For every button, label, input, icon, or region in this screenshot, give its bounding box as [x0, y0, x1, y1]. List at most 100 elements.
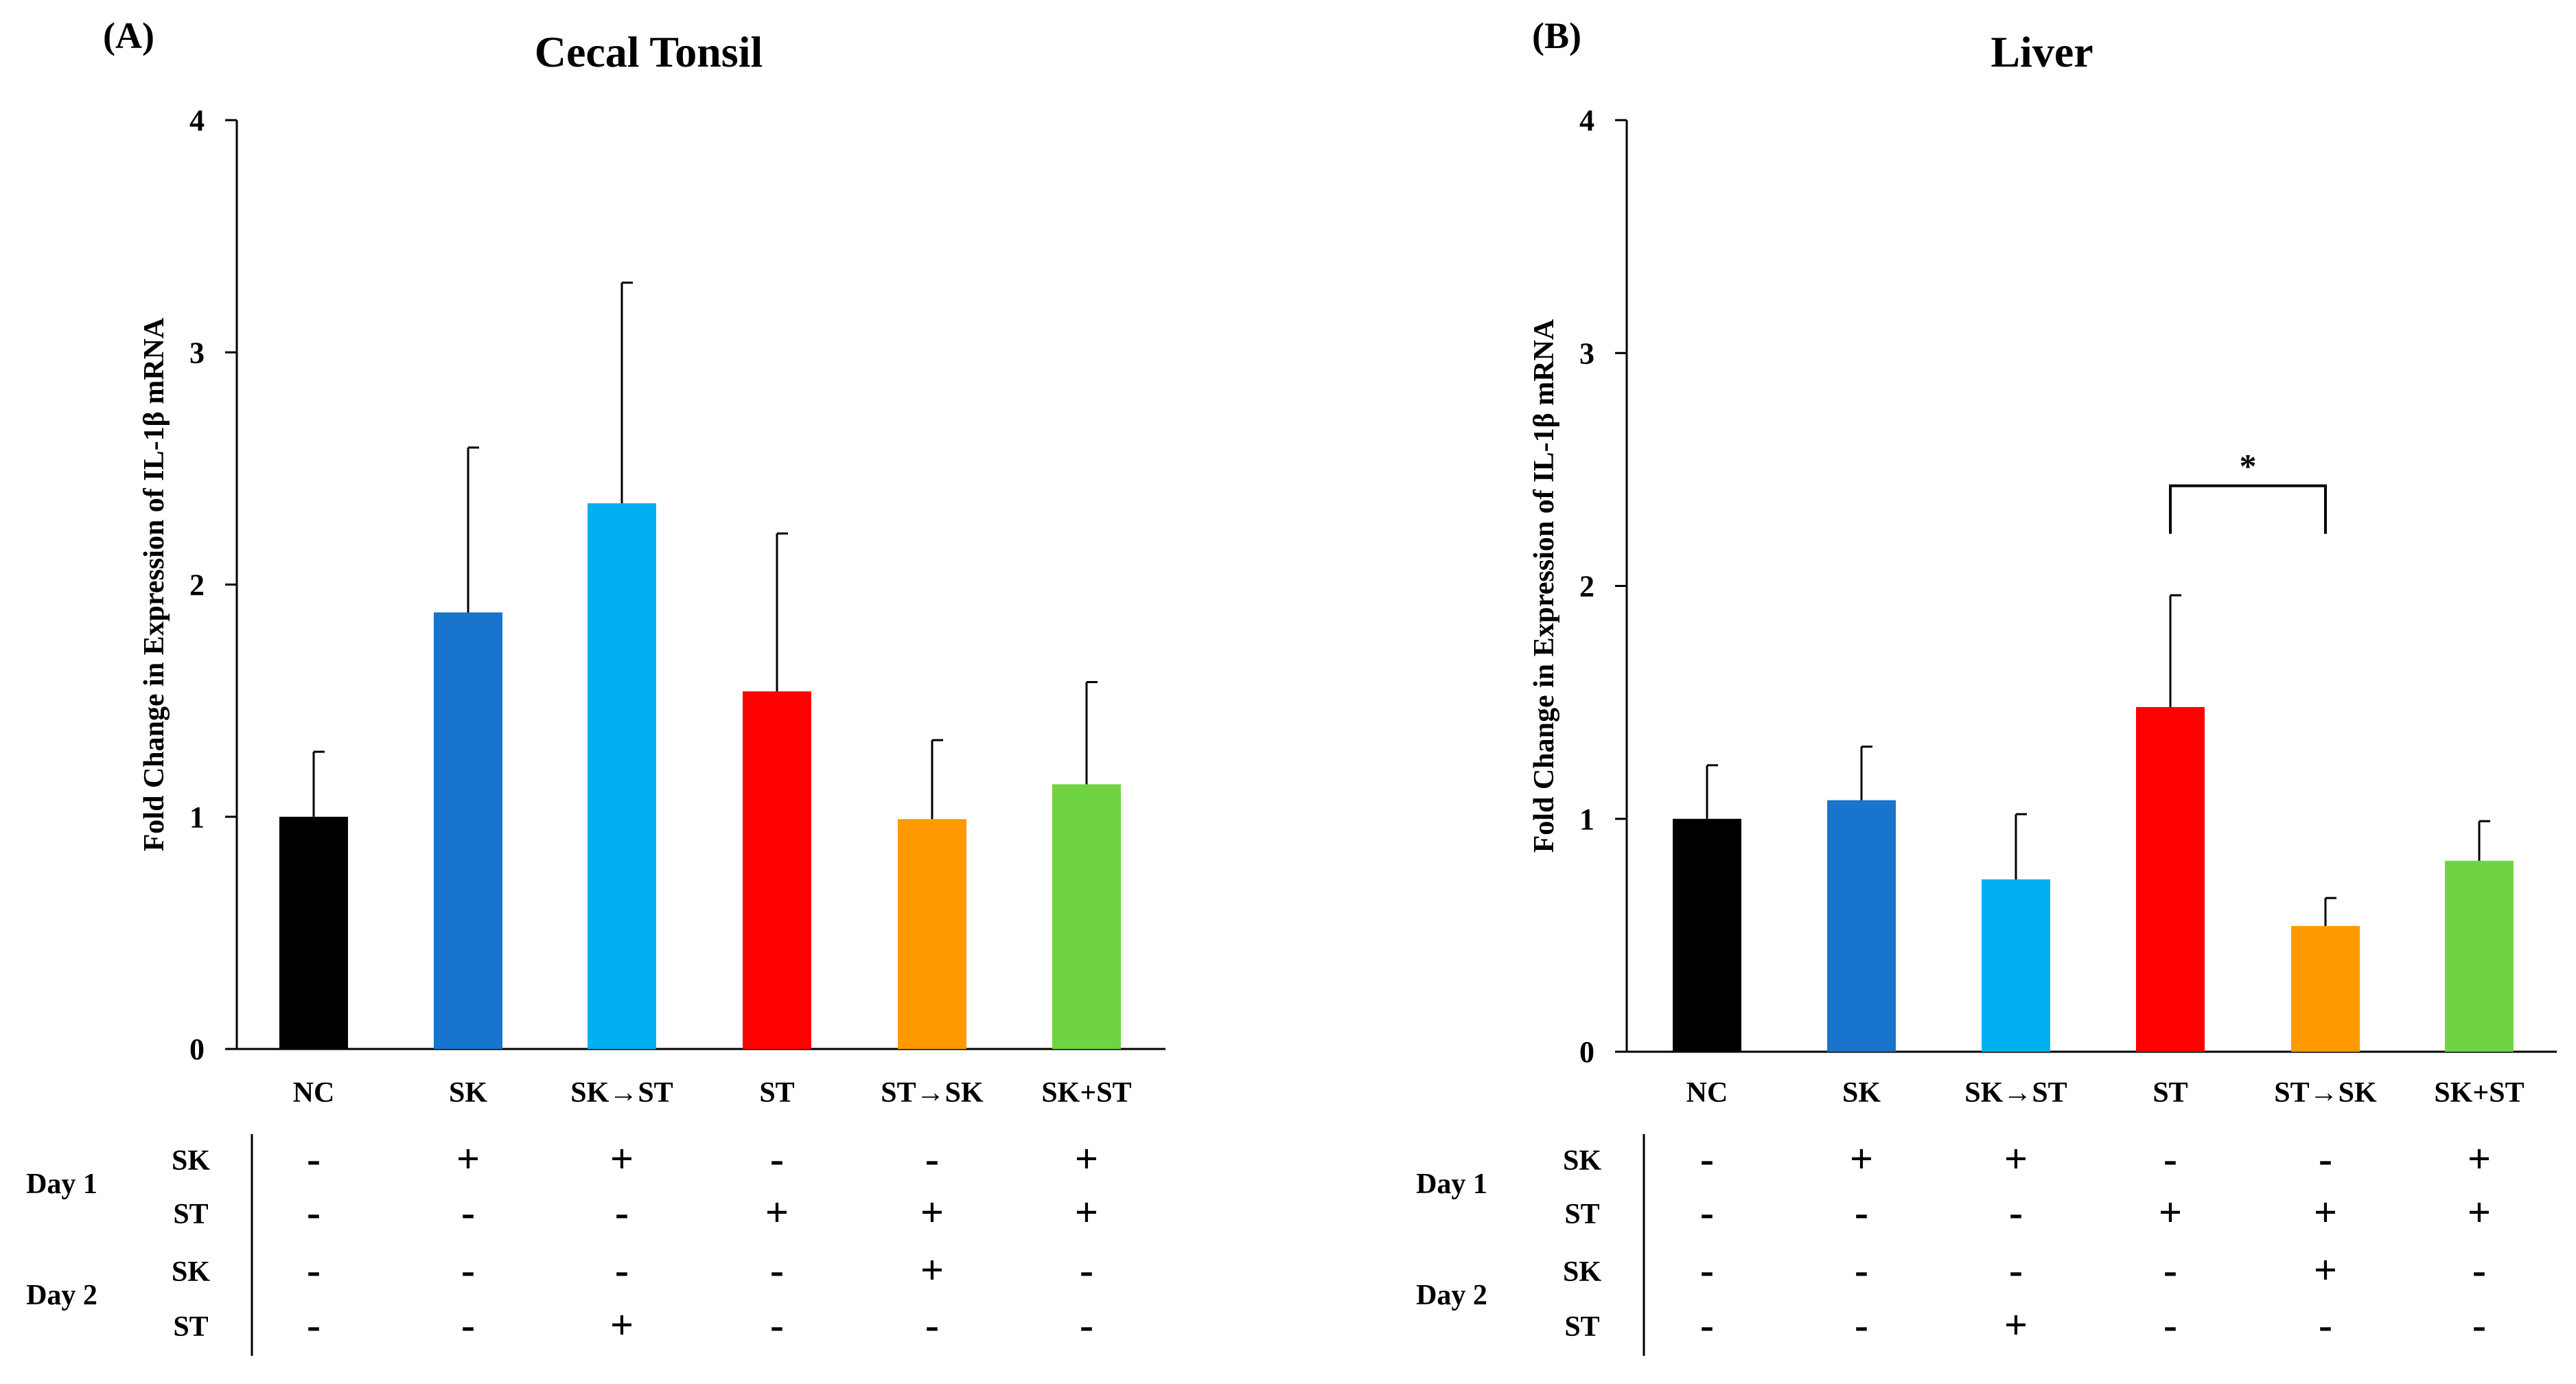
treatment-row-label: SK [1563, 1256, 1601, 1288]
treatment-mark: - [615, 1190, 629, 1235]
treatment-mark: - [2009, 1190, 2023, 1235]
significance-bracket [2169, 484, 2327, 534]
y-tick-label: 3 [1579, 336, 1594, 370]
bar-2 [588, 503, 656, 1049]
day-label: Day 1 [26, 1168, 97, 1200]
treatment-mark: - [307, 1136, 321, 1181]
y-axis-label: Fold Change in Expression of IL-1β mRNA [139, 317, 170, 851]
panel-label: (B) [1532, 15, 1581, 56]
treatment-mark: - [1700, 1136, 1714, 1181]
bar-2 [1982, 879, 2050, 1052]
treatment-mark: - [925, 1136, 939, 1181]
panel-liver: (B) Liver Fold Change in Expression of IL-… [1416, 15, 2557, 1356]
x-tick-label: SK→ST [1964, 1077, 2067, 1109]
treatment-mark: - [1700, 1302, 1714, 1348]
treatment-mark: - [2163, 1136, 2177, 1181]
y-tick-label: 0 [1579, 1035, 1594, 1069]
bar-3 [743, 691, 811, 1049]
treatment-mark: - [615, 1247, 629, 1293]
treatment-mark: + [920, 1247, 944, 1293]
x-tick-label: SK [1842, 1077, 1881, 1109]
x-tick-label: SK+ST [2434, 1077, 2524, 1109]
y-tick-label: 1 [1579, 803, 1594, 836]
treatment-mark: - [307, 1302, 321, 1348]
treatment-row-label: ST [173, 1199, 208, 1230]
treatment-row-label: SK [1563, 1145, 1601, 1177]
treatment-mark: + [765, 1190, 789, 1235]
y-tick-label: 4 [189, 104, 205, 137]
treatment-mark: - [770, 1247, 784, 1293]
treatment-mark: - [1080, 1247, 1093, 1293]
x-tick-label: SK [449, 1077, 487, 1109]
treatment-mark: - [2319, 1136, 2332, 1181]
treatment-mark: - [1855, 1247, 1868, 1293]
treatment-mark: + [2159, 1190, 2182, 1235]
treatment-mark: + [610, 1302, 634, 1348]
treatment-mark: - [461, 1190, 475, 1235]
x-tick-label: SK→ST [570, 1077, 673, 1109]
x-tick-label: NC [293, 1077, 335, 1109]
treatment-row-label: SK [172, 1256, 210, 1288]
treatment-mark: + [2468, 1190, 2491, 1235]
treatment-mark: + [2314, 1190, 2337, 1235]
treatment-mark: - [770, 1136, 784, 1181]
treatment-mark: + [2468, 1136, 2491, 1181]
treatment-mark: - [2472, 1247, 2486, 1293]
day-label: Day 1 [1416, 1168, 1487, 1200]
chart-title: Liver [1991, 27, 2093, 76]
y-tick-label: 1 [189, 800, 205, 834]
treatment-row-label: SK [172, 1145, 210, 1177]
y-tick-label: 0 [189, 1033, 205, 1066]
treatment-mark: - [307, 1247, 321, 1293]
bar-3 [2136, 706, 2205, 1052]
treatment-mark: - [2163, 1302, 2177, 1348]
day-label: Day 2 [26, 1280, 97, 1311]
y-tick-label: 2 [1579, 570, 1594, 603]
x-tick-label: ST [2153, 1077, 2188, 1109]
bar-1 [1827, 800, 1896, 1052]
chart-title: Cecal Tonsil [535, 27, 763, 76]
x-tick-label: ST→SK [881, 1077, 984, 1109]
bar-1 [434, 612, 502, 1049]
treatment-mark: + [1850, 1136, 1873, 1181]
treatment-mark: + [1075, 1190, 1098, 1235]
x-tick-label: ST [759, 1077, 794, 1109]
treatment-mark: - [461, 1247, 475, 1293]
treatment-mark: - [2319, 1302, 2332, 1348]
treatment-mark: + [920, 1190, 944, 1235]
panel-cecal-tonsil: (A) Cecal Tonsil Fold Change in Expression… [26, 15, 1165, 1356]
treatment-mark: - [1080, 1302, 1093, 1348]
treatment-mark: - [925, 1302, 939, 1348]
bar-0 [279, 816, 348, 1049]
treatment-mark: + [2004, 1302, 2028, 1348]
treatment-mark: - [770, 1302, 784, 1348]
panel-label: (A) [103, 15, 154, 56]
bar-4 [898, 819, 966, 1049]
treatment-row-label: ST [173, 1311, 208, 1343]
y-axis-label: Fold Change in Expression of IL-1β mRNA [1529, 319, 1560, 853]
treatment-mark: + [2004, 1136, 2028, 1181]
treatment-mark: + [2314, 1247, 2337, 1293]
treatment-mark: - [2163, 1247, 2177, 1293]
x-tick-label: SK+ST [1041, 1077, 1131, 1109]
day-label: Day 2 [1416, 1280, 1487, 1311]
bar-5 [2445, 860, 2514, 1052]
treatment-mark: + [610, 1136, 634, 1181]
treatment-mark: - [1855, 1302, 1868, 1348]
bar-0 [1673, 818, 1741, 1052]
treatment-mark: - [1700, 1190, 1714, 1235]
treatment-mark: - [2009, 1247, 2023, 1293]
y-tick-label: 3 [189, 336, 205, 369]
treatment-mark: + [456, 1136, 480, 1181]
treatment-row-label: ST [1564, 1311, 1599, 1343]
bar-5 [1052, 784, 1121, 1049]
significance-marker: * [2240, 447, 2257, 485]
treatment-mark: - [461, 1302, 475, 1348]
y-tick-label: 4 [1579, 104, 1594, 137]
treatment-row-label: ST [1564, 1199, 1599, 1230]
treatment-mark: - [1700, 1247, 1714, 1293]
treatment-mark: + [1075, 1136, 1098, 1181]
treatment-mark: - [307, 1190, 321, 1235]
y-tick-label: 2 [189, 568, 205, 602]
